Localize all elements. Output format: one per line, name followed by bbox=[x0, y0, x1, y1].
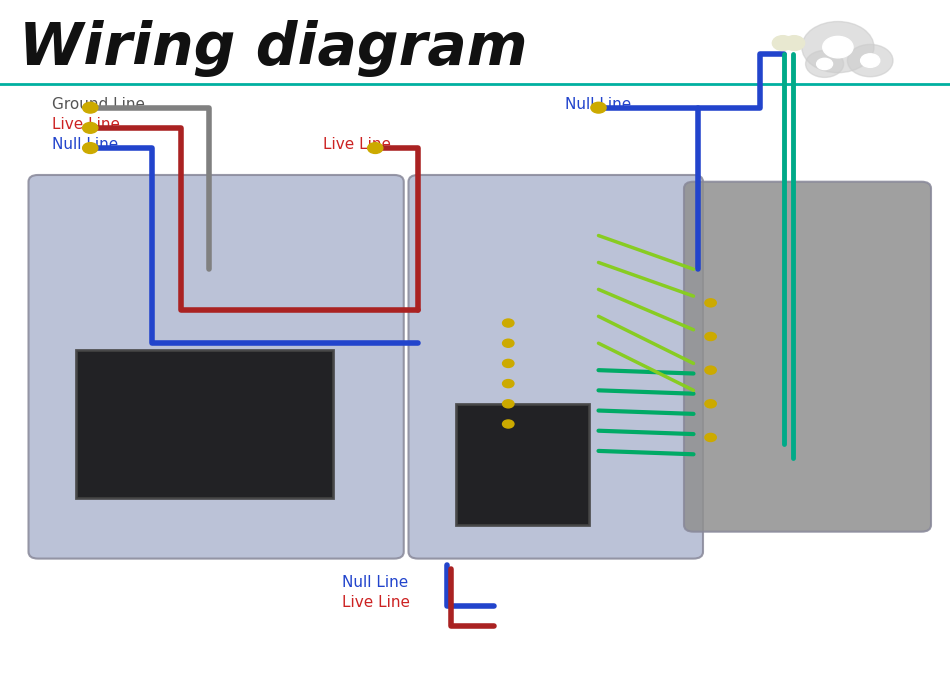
Text: Null Line: Null Line bbox=[342, 575, 408, 590]
Text: Wiring diagram: Wiring diagram bbox=[19, 20, 527, 77]
Circle shape bbox=[368, 143, 383, 153]
Text: Live Line: Live Line bbox=[323, 137, 391, 152]
Circle shape bbox=[705, 400, 716, 408]
Text: Live Line: Live Line bbox=[52, 117, 121, 132]
Circle shape bbox=[503, 339, 514, 347]
Circle shape bbox=[784, 36, 805, 50]
Bar bbox=[456, 404, 589, 525]
Circle shape bbox=[861, 54, 880, 67]
Circle shape bbox=[503, 359, 514, 367]
Circle shape bbox=[705, 332, 716, 341]
FancyBboxPatch shape bbox=[684, 182, 931, 532]
FancyBboxPatch shape bbox=[408, 175, 703, 559]
Circle shape bbox=[705, 299, 716, 307]
Circle shape bbox=[83, 122, 98, 133]
Circle shape bbox=[83, 143, 98, 153]
Circle shape bbox=[503, 420, 514, 428]
Circle shape bbox=[591, 102, 606, 113]
Circle shape bbox=[503, 319, 514, 327]
Circle shape bbox=[823, 36, 853, 58]
Circle shape bbox=[817, 59, 832, 69]
Circle shape bbox=[503, 400, 514, 408]
Circle shape bbox=[847, 44, 893, 77]
Circle shape bbox=[705, 366, 716, 374]
Bar bbox=[76, 350, 332, 498]
Circle shape bbox=[83, 102, 98, 113]
Text: Ground Line: Ground Line bbox=[52, 97, 145, 112]
Circle shape bbox=[802, 22, 874, 73]
Circle shape bbox=[503, 380, 514, 388]
Circle shape bbox=[705, 433, 716, 441]
FancyBboxPatch shape bbox=[28, 175, 404, 559]
Circle shape bbox=[772, 36, 793, 50]
Text: Null Line: Null Line bbox=[52, 137, 119, 152]
Text: Live Line: Live Line bbox=[342, 595, 410, 610]
Text: Null Line: Null Line bbox=[565, 97, 632, 112]
Circle shape bbox=[806, 50, 844, 77]
